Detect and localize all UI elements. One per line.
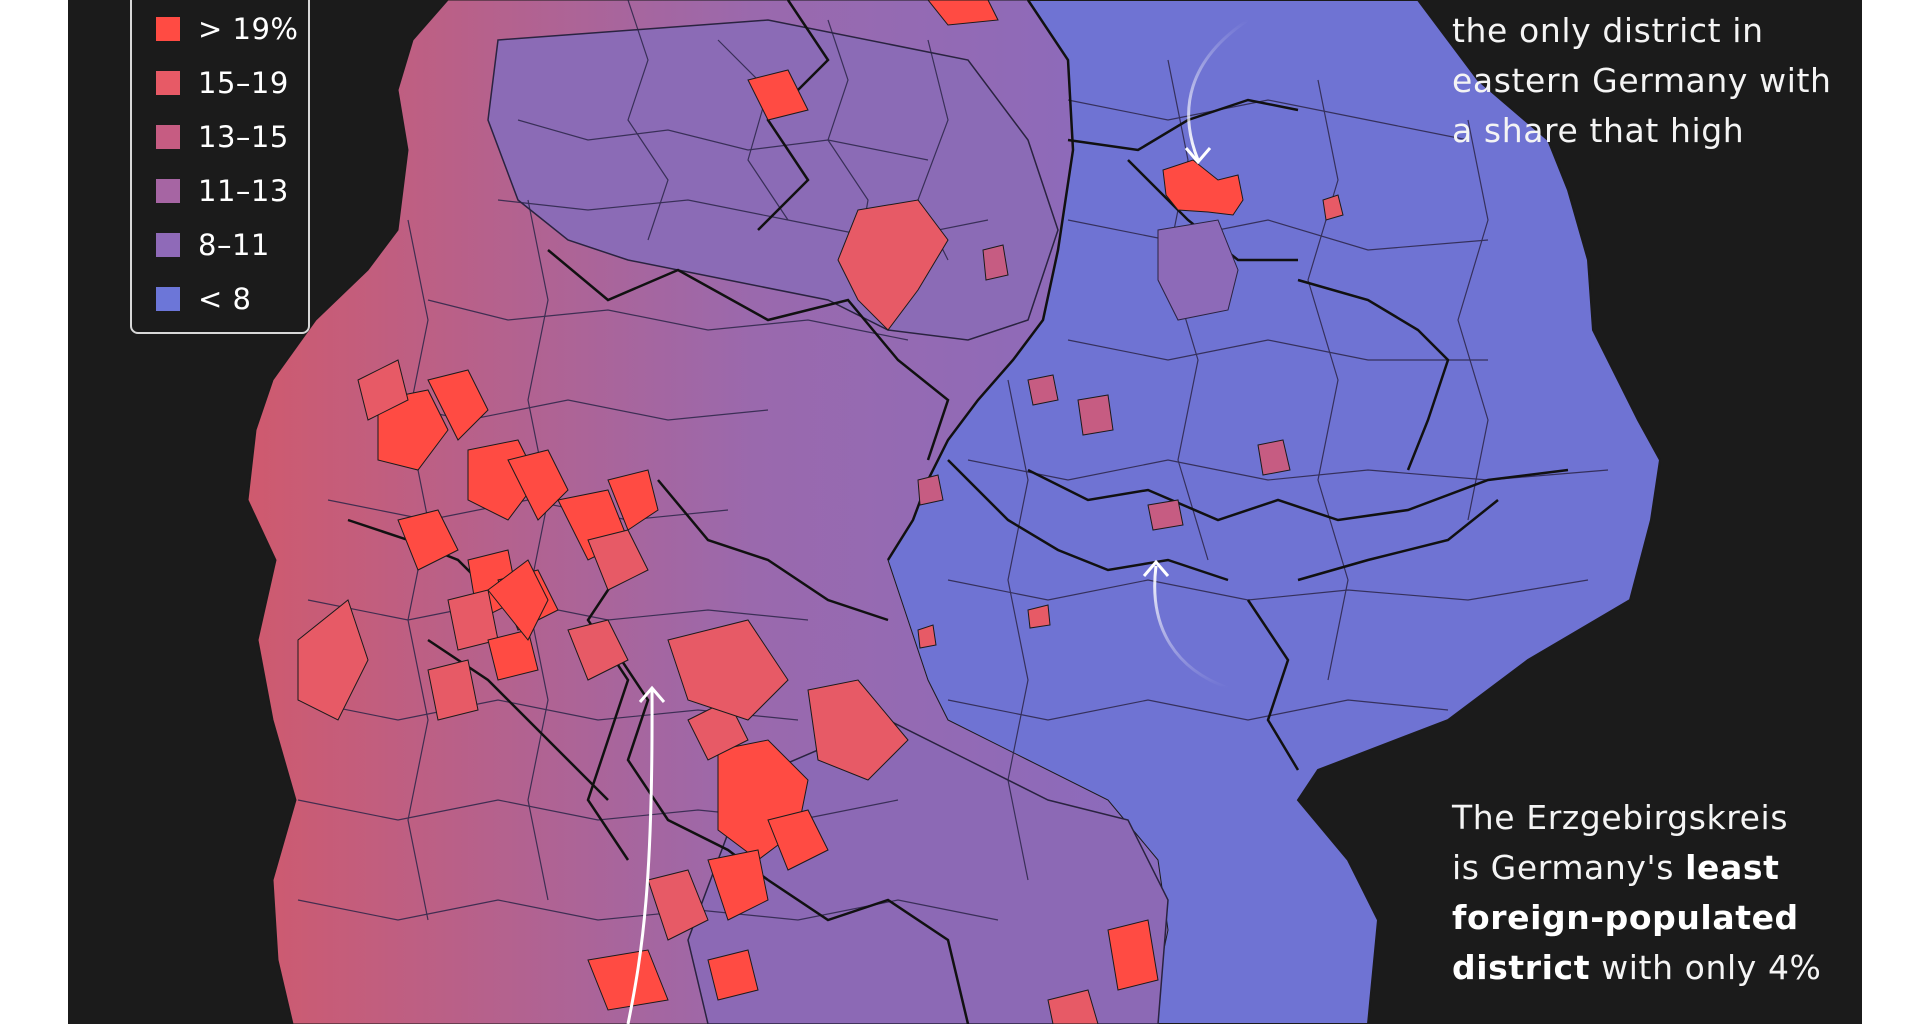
legend-item: > 19%	[156, 12, 298, 46]
legend-swatch	[156, 17, 180, 41]
legend-box: > 19% 15–19 13–15 11–13 8–11 < 8	[130, 0, 310, 334]
legend-item: < 8	[156, 282, 251, 316]
legend-swatch	[156, 71, 180, 95]
legend-swatch	[156, 125, 180, 149]
legend-label: 11–13	[198, 174, 289, 208]
map-stage: > 19% 15–19 13–15 11–13 8–11 < 8 the onl…	[68, 0, 1862, 1024]
legend-item: 15–19	[156, 66, 289, 100]
legend-label: 13–15	[198, 120, 289, 154]
annotation-bold: district	[1452, 948, 1591, 987]
annotation-line: district with only 4%	[1452, 943, 1822, 993]
stuttgart-arrow-head	[638, 685, 666, 703]
annotation-text: with only 4%	[1590, 948, 1822, 987]
annotation-line: foreign-populated	[1452, 893, 1822, 943]
legend-item: 11–13	[156, 174, 289, 208]
legend-swatch	[156, 287, 180, 311]
legend-label: > 19%	[198, 12, 299, 46]
berlin-arrow	[1187, 18, 1249, 161]
high-share-districts	[297, 0, 1344, 1024]
legend-label: 8–11	[198, 228, 270, 262]
potsdam-region	[1157, 219, 1239, 321]
annotation-line: The Erzgebirgskreis	[1452, 798, 1789, 837]
legend-swatch	[156, 179, 180, 203]
annotation-line: a share that high	[1452, 111, 1745, 150]
annotation-line: eastern Germany with	[1452, 61, 1832, 100]
annotation-line: is Germany's least	[1452, 843, 1822, 893]
germany-choropleth-map	[246, 0, 1662, 1024]
berlin-annotation: the only district in eastern Germany wit…	[1452, 6, 1832, 156]
erzgebirge-annotation: The Erzgebirgskreis is Germany's least f…	[1452, 793, 1822, 993]
legend-label: < 8	[198, 282, 252, 316]
annotation-bold: foreign-populated	[1452, 898, 1799, 937]
stuttgart-arrow	[626, 689, 654, 1024]
bavaria-region	[687, 719, 1169, 1024]
berlin-arrow-head	[1184, 147, 1212, 165]
erzgebirge-arrow	[1153, 565, 1229, 690]
annotation-text: is Germany's	[1452, 848, 1686, 887]
legend-item: 8–11	[156, 228, 270, 262]
legend-label: 15–19	[198, 66, 289, 100]
annotation-bold: least	[1685, 848, 1780, 887]
legend-swatch	[156, 233, 180, 257]
erzgebirge-arrow-head	[1142, 559, 1170, 577]
annotation-line: the only district in	[1452, 11, 1764, 50]
legend-item: 13–15	[156, 120, 289, 154]
